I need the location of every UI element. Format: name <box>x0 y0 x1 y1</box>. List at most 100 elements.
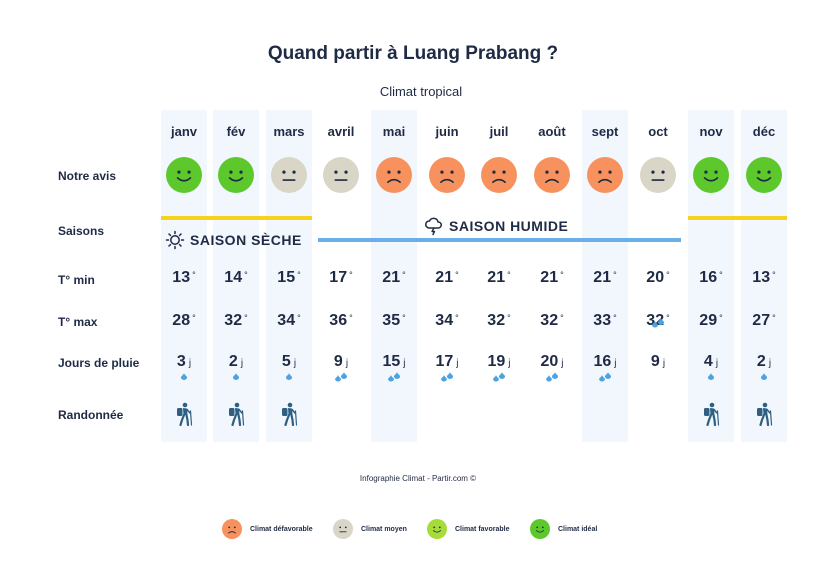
rain-drop-icon <box>368 372 420 388</box>
legend-label: Climat défavorable <box>250 525 313 533</box>
rain-days-value: 19 j <box>487 353 511 370</box>
month-label: août <box>538 124 566 139</box>
legend-face-icon <box>427 519 447 539</box>
dry-season-line-start <box>161 216 312 220</box>
wet-season-label: SAISON HUMIDE <box>424 216 568 236</box>
rain-drop-icon <box>421 372 473 388</box>
legend-face-icon <box>222 519 242 539</box>
tmax-value: 32 ° <box>646 312 670 329</box>
footer-credit: Infographie Climat - Partir.com © <box>359 474 477 483</box>
tmin-value: 13 ° <box>752 269 776 286</box>
month-label: mai <box>382 124 406 139</box>
tmax-value: 33 ° <box>593 312 617 329</box>
month-label: fév <box>226 124 246 139</box>
month-label: mars <box>273 124 305 139</box>
tmin-value: 20 ° <box>646 269 670 286</box>
climate-face-defavorable <box>481 157 517 193</box>
subtitle: Climat tropical <box>379 84 463 99</box>
month-label: sept <box>591 124 619 139</box>
month-label: oct <box>648 124 668 139</box>
hiker-icon <box>210 402 262 431</box>
row-label-rando: Randonnée <box>58 408 124 422</box>
rain-days-value: 15 j <box>382 353 406 370</box>
legend-item-moyen: Climat moyen <box>333 519 407 539</box>
tmin-value: 21 ° <box>540 269 564 286</box>
wet-season-line <box>318 238 681 242</box>
dry-season-label: SAISON SÈCHE <box>165 230 302 250</box>
climate-face-ideal <box>746 157 782 193</box>
rain-days-value: 16 j <box>593 353 617 370</box>
tmax-value: 36 ° <box>329 312 353 329</box>
rain-drop-icon <box>526 372 578 388</box>
climate-face-ideal <box>693 157 729 193</box>
legend-face-icon <box>333 519 353 539</box>
climate-face-moyen <box>271 157 307 193</box>
tmax-value: 28 ° <box>172 312 196 329</box>
climate-face-ideal <box>166 157 202 193</box>
hiker-icon <box>685 402 737 431</box>
hiker-icon <box>738 402 790 431</box>
climate-face-moyen <box>323 157 359 193</box>
rain-days-value: 17 j <box>435 353 459 370</box>
month-label: déc <box>752 124 776 139</box>
tmin-value: 14 ° <box>224 269 248 286</box>
dry-season-line-end <box>688 216 787 220</box>
rain-drop-icon <box>158 372 210 388</box>
climate-face-defavorable <box>376 157 412 193</box>
row-label-pluie: Jours de pluie <box>58 356 140 370</box>
tmax-value: 27 ° <box>752 312 776 329</box>
climate-face-ideal <box>218 157 254 193</box>
rain-drop-icon <box>685 372 737 388</box>
rain-days-value: 20 j <box>540 353 564 370</box>
rain-drop-icon <box>738 372 790 388</box>
hiker-icon <box>158 402 210 431</box>
climate-face-moyen <box>640 157 676 193</box>
tmax-value: 29 ° <box>699 312 723 329</box>
row-label-tmin: T° min <box>58 273 95 287</box>
month-label: avril <box>327 124 355 139</box>
tmax-value: 35 ° <box>382 312 406 329</box>
climate-face-defavorable <box>429 157 465 193</box>
hiker-icon <box>263 402 315 431</box>
legend-item-favorable: Climat favorable <box>427 519 509 539</box>
legend-label: Climat moyen <box>361 525 407 533</box>
month-label: janv <box>170 124 197 139</box>
month-label: juil <box>489 124 509 139</box>
tmax-value: 34 ° <box>435 312 459 329</box>
tmax-value: 32 ° <box>487 312 511 329</box>
sun-icon <box>165 230 185 250</box>
rain-drop-icon <box>579 372 631 388</box>
legend-face-icon <box>530 519 550 539</box>
row-label-tmax: T° max <box>58 315 98 329</box>
tmin-value: 16 ° <box>699 269 723 286</box>
tmin-value: 21 ° <box>487 269 511 286</box>
tmax-value: 34 ° <box>277 312 301 329</box>
rain-drop-icon <box>632 318 684 334</box>
storm-cloud-icon <box>425 217 442 236</box>
tmin-value: 21 ° <box>435 269 459 286</box>
tmin-value: 21 ° <box>593 269 617 286</box>
rain-drop-icon <box>263 372 315 388</box>
tmin-value: 15 ° <box>277 269 301 286</box>
rain-drop-icon <box>473 372 525 388</box>
wet-season-text: SAISON HUMIDE <box>449 218 569 234</box>
climate-face-defavorable <box>587 157 623 193</box>
tmax-value: 32 ° <box>540 312 564 329</box>
legend-item-ideal: Climat idéal <box>530 519 597 539</box>
row-label-avis: Notre avis <box>58 169 117 183</box>
month-label: juin <box>435 124 459 139</box>
rain-drop-icon <box>210 372 262 388</box>
legend-label: Climat idéal <box>558 525 598 533</box>
tmin-value: 17 ° <box>329 269 353 286</box>
climate-face-defavorable <box>534 157 570 193</box>
month-label: nov <box>699 124 723 139</box>
tmax-value: 32 ° <box>224 312 248 329</box>
page-title: Quand partir à Luang Prabang ? <box>267 43 559 64</box>
tmin-value: 21 ° <box>382 269 406 286</box>
